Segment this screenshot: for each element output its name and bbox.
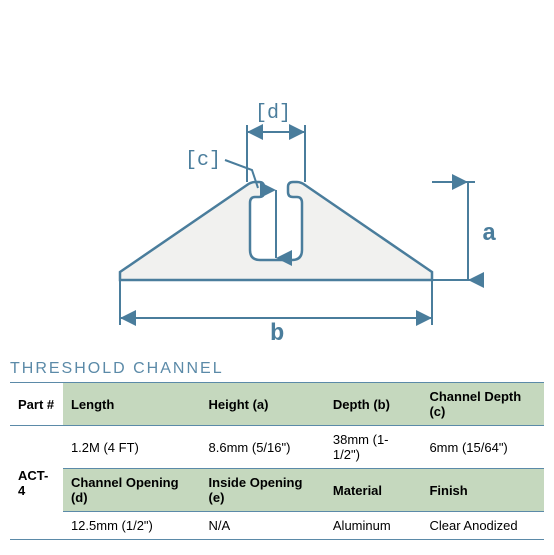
cell-chopen: 12.5mm (1/2") — [63, 512, 201, 540]
threshold-profile-svg: [d] [c] a b — [0, 0, 554, 360]
col-part: Part # — [10, 383, 63, 426]
cell-inside: N/A — [201, 512, 325, 540]
col-inside: Inside Opening (e) — [201, 469, 325, 512]
col-chopen: Channel Opening (d) — [63, 469, 201, 512]
dim-label-a: a — [482, 221, 496, 248]
cell-finish: Clear Anodized — [421, 512, 544, 540]
col-length: Length — [63, 383, 201, 426]
col-depth: Depth (b) — [325, 383, 422, 426]
col-finish: Finish — [421, 469, 544, 512]
cell-chdepth: 6mm (15/64") — [421, 426, 544, 469]
spec-table: Part # Length Height (a) Depth (b) Chann… — [10, 382, 544, 540]
col-material: Material — [325, 469, 422, 512]
dim-label-b: b — [270, 321, 284, 348]
dim-label-d: [d] — [255, 102, 291, 125]
cell-length: 1.2M (4 FT) — [63, 426, 201, 469]
col-height: Height (a) — [201, 383, 325, 426]
cell-height: 8.6mm (5/16") — [201, 426, 325, 469]
col-chdepth: Channel Depth (c) — [421, 383, 544, 426]
diagram-area: [d] [c] a b — [0, 0, 554, 360]
dim-label-c: [c] — [185, 149, 221, 172]
cell-material: Aluminum — [325, 512, 422, 540]
spec-table-area: THRESHOLD CHANNEL Part # Length Height (… — [0, 360, 554, 540]
section-title: THRESHOLD CHANNEL — [10, 360, 544, 378]
cell-depth: 38mm (1-1/2") — [325, 426, 422, 469]
cell-part: ACT-4 — [10, 426, 63, 540]
